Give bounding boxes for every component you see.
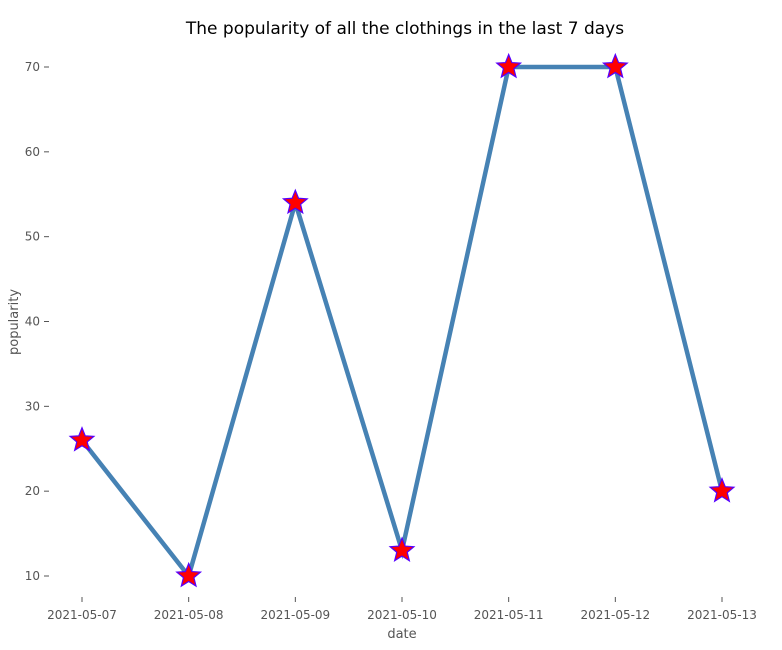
data-point-star	[708, 477, 736, 503]
data-point-star	[281, 188, 309, 215]
x-tick-label: 2021-05-13	[687, 608, 757, 622]
data-point-star	[601, 52, 629, 79]
y-axis-label: popularity	[7, 289, 22, 355]
y-tick-label: 20	[25, 484, 40, 498]
x-axis: 2021-05-07 2021-05-08 2021-05-09 2021-05-10…	[47, 597, 757, 622]
x-tick-label: 2021-05-12	[580, 608, 650, 622]
data-point-star	[68, 426, 96, 452]
data-point-star	[495, 52, 523, 79]
x-tick-label: 2021-05-11	[474, 608, 544, 622]
y-tick-label: 30	[25, 399, 40, 413]
series-group	[68, 52, 736, 588]
data-point-star	[388, 536, 416, 562]
chart-title: The popularity of all the clothings in t…	[185, 19, 624, 39]
x-tick-label: 2021-05-09	[260, 608, 330, 622]
y-axis: 10 20 30 40 50 60 70	[25, 60, 49, 583]
x-tick-label: 2021-05-07	[47, 608, 117, 622]
x-axis-label: date	[387, 627, 416, 642]
y-tick-label: 70	[25, 60, 40, 74]
y-tick-label: 10	[25, 569, 40, 583]
x-tick-label: 2021-05-08	[154, 608, 224, 622]
y-tick-label: 50	[25, 230, 40, 244]
x-tick-label: 2021-05-10	[367, 608, 437, 622]
y-tick-label: 60	[25, 145, 40, 159]
y-tick-label: 40	[25, 315, 40, 329]
data-point-star	[175, 561, 203, 588]
series-line	[80, 64, 725, 581]
